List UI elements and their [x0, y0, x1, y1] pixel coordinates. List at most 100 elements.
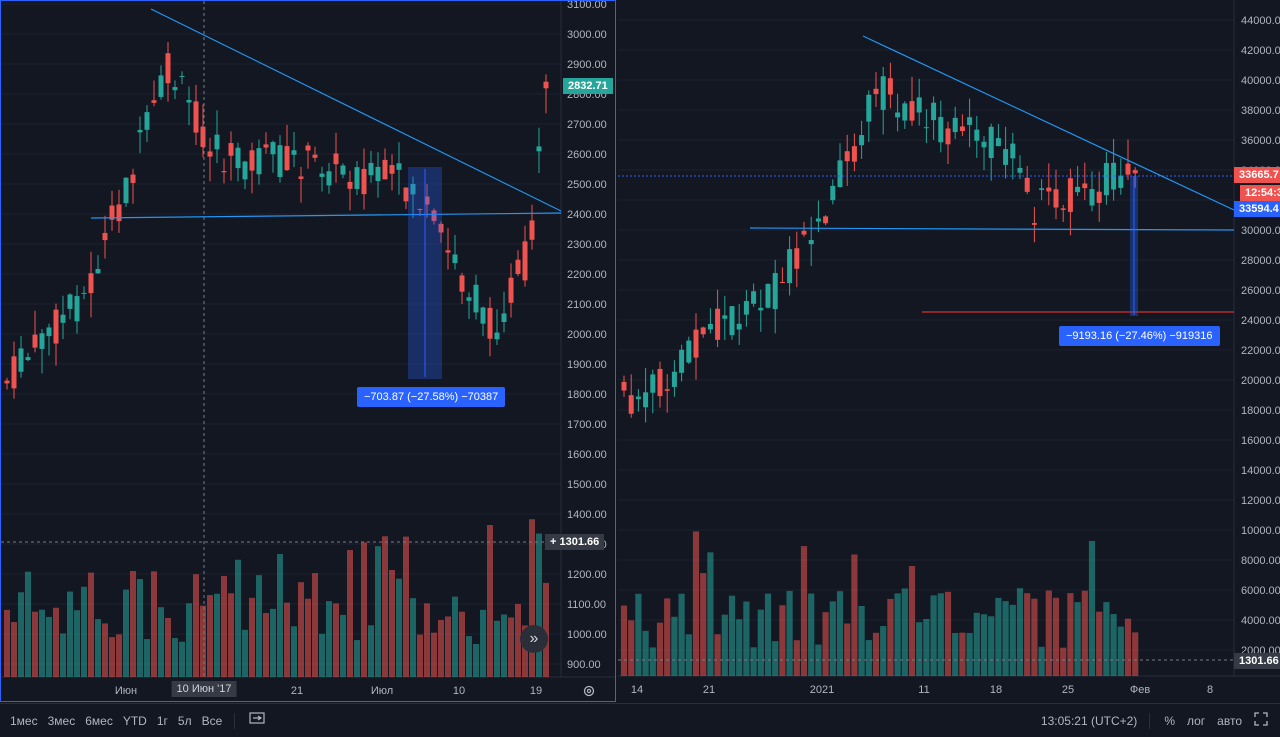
candle-body — [39, 333, 45, 349]
candle-body — [424, 196, 430, 205]
range-all-button[interactable]: Все — [201, 713, 223, 728]
candle-body — [102, 232, 108, 241]
settings-gear-icon[interactable] — [582, 684, 596, 698]
candle-body — [46, 327, 52, 337]
candle-body — [508, 277, 514, 303]
range-ytd-button[interactable]: YTD — [122, 713, 147, 728]
volume-bar — [186, 603, 192, 677]
volume-bar — [375, 546, 381, 677]
volume-bar — [1096, 611, 1103, 676]
candle-body — [1082, 183, 1088, 189]
percent-toggle[interactable]: % — [1164, 713, 1175, 728]
volume-bar — [707, 552, 714, 676]
volume-bar — [1002, 601, 1009, 676]
volume-bar — [473, 643, 479, 677]
price-tick-label: 1500.00 — [567, 479, 607, 491]
volume-bar — [872, 632, 880, 676]
candle-body — [729, 306, 735, 336]
price-tick-label: 2300.00 — [567, 239, 607, 251]
volume-bar — [944, 591, 952, 676]
trend-line-descending — [862, 35, 1235, 211]
right-chart-pane[interactable]: 44000.00 42000.00 40000.00 38000.00 36000.00… — [618, 0, 1280, 702]
volume-bar — [988, 616, 995, 676]
volume-bar — [74, 610, 80, 677]
price-tick-label: 36000.00 — [1241, 135, 1280, 147]
candle-body — [743, 301, 749, 315]
volume-bar — [786, 590, 793, 676]
candle-body — [895, 112, 901, 118]
candle-body — [880, 76, 886, 110]
candle-body — [707, 323, 713, 330]
candle-body — [916, 97, 922, 113]
price-tick-label: 2600.00 — [567, 149, 607, 161]
volume-bar — [424, 603, 430, 677]
clock-timezone[interactable]: 13:05:21 (UTC+2) — [1040, 713, 1138, 728]
candle-body — [74, 296, 80, 322]
volume-bar — [736, 619, 743, 676]
volume-bar — [179, 641, 185, 677]
volume-bar — [529, 519, 535, 677]
time-label: Июн — [114, 685, 138, 697]
candle-body — [988, 126, 994, 159]
volume-bar — [417, 634, 423, 677]
candle-body — [837, 160, 843, 188]
volume-bar — [354, 640, 360, 677]
volume-bar — [959, 632, 966, 676]
candle-body — [736, 323, 742, 330]
scroll-to-realtime-button[interactable]: » — [520, 625, 548, 653]
candle-body — [686, 340, 692, 363]
candle-body — [53, 309, 59, 344]
volume-bar — [1124, 618, 1132, 676]
range-6m-button[interactable]: 6мес — [85, 713, 113, 728]
volume-bar — [130, 571, 136, 677]
price-tick-label: 38000.00 — [1241, 105, 1280, 117]
volume-bar — [908, 566, 916, 676]
volume-bar — [714, 634, 721, 676]
support-line — [90, 212, 562, 219]
candle-body — [1024, 177, 1030, 192]
date-range-icon[interactable] — [249, 711, 265, 730]
log-toggle[interactable]: лог — [1186, 713, 1206, 728]
candle-body — [256, 148, 262, 175]
volume-bar — [1024, 593, 1031, 676]
candle-body — [235, 147, 241, 169]
range-1m-button[interactable]: 1мес — [10, 713, 38, 728]
candle-body — [270, 142, 276, 155]
price-tick-label: 6000.00 — [1241, 585, 1280, 597]
crosshair-price-tag: 1301.66 — [1234, 653, 1280, 669]
candle-body — [1046, 187, 1052, 192]
candle-body — [952, 117, 958, 133]
candle-body — [751, 291, 757, 304]
volume-bar — [930, 595, 937, 676]
price-tick-label: 2700.00 — [567, 119, 607, 131]
candle-body — [715, 308, 721, 340]
candle-body — [81, 292, 87, 294]
volume-bar — [46, 616, 52, 677]
crosshair-time-label: 10 Июн '17 — [171, 681, 237, 697]
candle-body — [522, 241, 528, 281]
volume-bar — [235, 559, 241, 677]
candle-body — [866, 94, 872, 122]
candle-body — [722, 315, 728, 319]
volume-bar — [11, 622, 17, 677]
auto-toggle[interactable]: авто — [1217, 713, 1242, 728]
range-3m-button[interactable]: 3мес — [47, 713, 76, 728]
candle-body — [931, 102, 937, 121]
volume-bar — [836, 591, 844, 676]
candle-body — [859, 135, 865, 146]
divider — [1149, 712, 1151, 729]
candle-body — [1125, 163, 1131, 175]
volume-bar — [620, 605, 628, 676]
volume-bar — [25, 571, 31, 677]
volume-bar — [1081, 590, 1088, 676]
range-5y-button[interactable]: 5л — [177, 713, 192, 728]
fullscreen-icon[interactable] — [1254, 712, 1268, 729]
right-chart-canvas[interactable]: 44000.00 42000.00 40000.00 38000.00 36000.00… — [618, 0, 1280, 702]
volume-bar — [298, 582, 304, 677]
time-label: Июл — [370, 685, 394, 697]
range-1y-button[interactable]: 1г — [156, 713, 168, 728]
volume-bar — [728, 595, 736, 676]
left-chart-canvas[interactable]: 3100.003000.002900.002800.002700.002600.… — [1, 1, 616, 702]
volume-bar — [1060, 647, 1067, 676]
left-chart-pane[interactable]: 3100.00 3000.00 2900.00 2800.00 2700.00 2600.… — [0, 0, 616, 702]
